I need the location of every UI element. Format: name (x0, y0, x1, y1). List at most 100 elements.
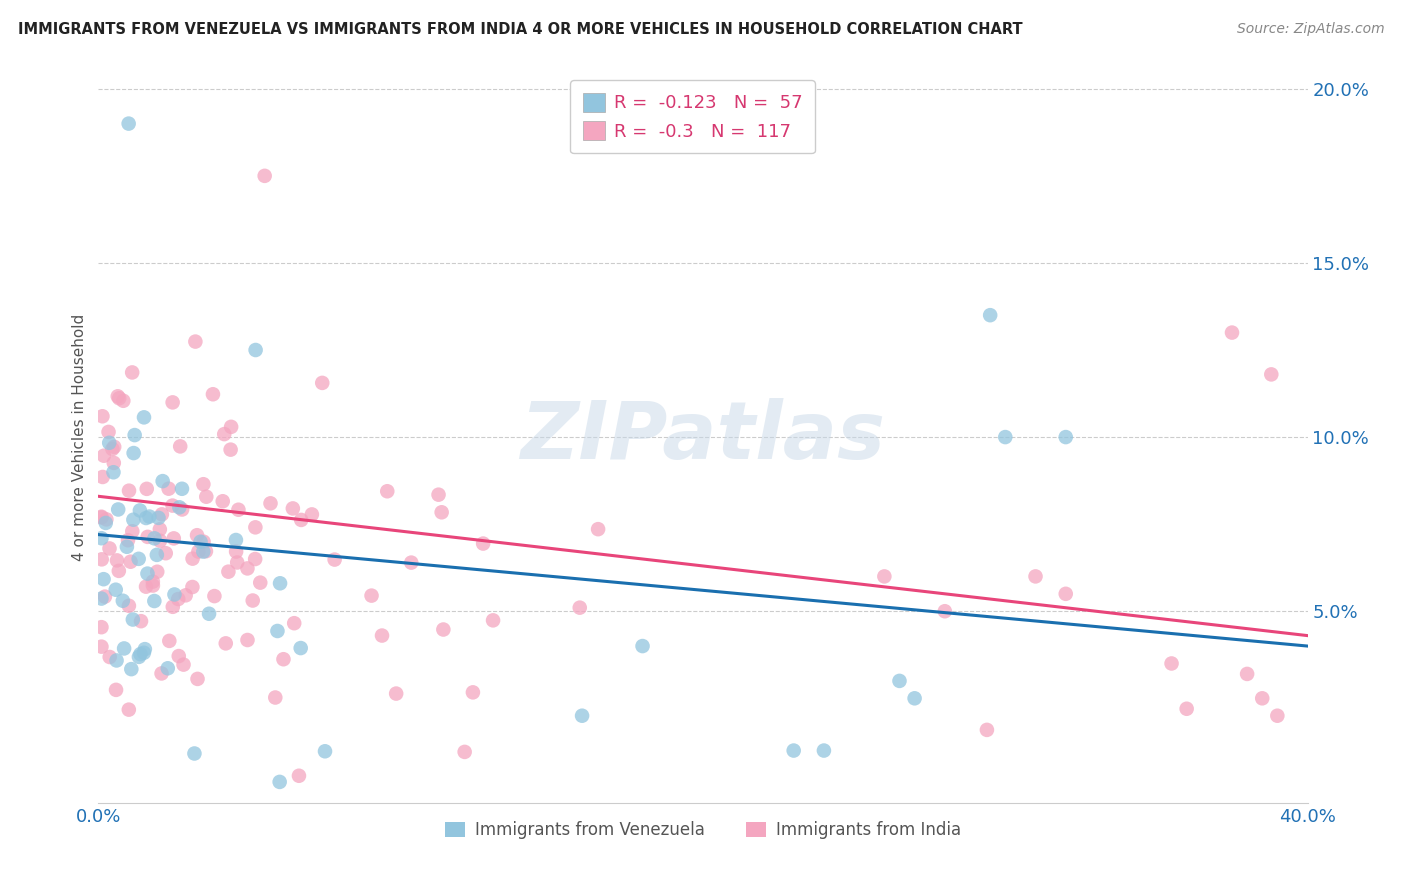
Immigrants from Venezuela (148, 511, 170, 525)
Immigrants from India (136, 530, 159, 544)
Immigrants from India (226, 556, 249, 570)
Immigrants from India (186, 528, 208, 542)
Immigrants from India (98, 650, 121, 665)
Immigrants from India (167, 649, 190, 664)
Immigrants from India (1024, 569, 1046, 583)
Immigrants from India (91, 409, 114, 424)
Immigrants from Venezuela (979, 308, 1001, 322)
Immigrants from India (162, 499, 184, 513)
Immigrants from Venezuela (889, 673, 911, 688)
Immigrants from India (461, 685, 484, 699)
Immigrants from Venezuela (98, 435, 121, 450)
Immigrants from Venezuela (136, 566, 159, 581)
Immigrants from India (117, 533, 139, 548)
Text: Source: ZipAtlas.com: Source: ZipAtlas.com (1237, 22, 1385, 37)
Immigrants from Venezuela (813, 743, 835, 757)
Immigrants from India (120, 555, 142, 569)
Immigrants from India (1267, 708, 1289, 723)
Immigrants from India (427, 488, 450, 502)
Immigrants from Venezuela (121, 613, 143, 627)
Immigrants from India (121, 524, 143, 539)
Immigrants from Venezuela (128, 551, 150, 566)
Immigrants from Venezuela (152, 474, 174, 488)
Immigrants from Venezuela (193, 544, 215, 558)
Immigrants from Venezuela (105, 653, 128, 667)
Immigrants from India (290, 513, 312, 527)
Immigrants from India (193, 534, 215, 549)
Immigrants from India (360, 589, 382, 603)
Immigrants from Venezuela (107, 502, 129, 516)
Immigrants from India (142, 574, 165, 589)
Immigrants from India (1054, 587, 1077, 601)
Immigrants from Venezuela (163, 587, 186, 601)
Immigrants from India (181, 551, 204, 566)
Immigrants from India (173, 657, 195, 672)
Immigrants from Venezuela (245, 343, 267, 357)
Immigrants from Venezuela (225, 533, 247, 547)
Immigrants from India (323, 552, 346, 566)
Immigrants from India (401, 556, 423, 570)
Immigrants from India (90, 640, 112, 654)
Immigrants from Venezuela (132, 646, 155, 660)
Immigrants from Venezuela (124, 428, 146, 442)
Immigrants from India (204, 589, 226, 603)
Immigrants from Venezuela (904, 691, 927, 706)
Immigrants from India (219, 420, 242, 434)
Immigrants from India (211, 494, 233, 508)
Immigrants from India (108, 564, 131, 578)
Immigrants from India (236, 632, 259, 647)
Immigrants from Venezuela (103, 465, 125, 479)
Immigrants from India (212, 427, 235, 442)
Immigrants from India (101, 442, 124, 456)
Immigrants from Venezuela (93, 572, 115, 586)
Immigrants from India (1251, 691, 1274, 706)
Immigrants from India (94, 590, 117, 604)
Immigrants from India (243, 552, 266, 566)
Immigrants from India (371, 629, 394, 643)
Immigrants from India (873, 569, 896, 583)
Immigrants from Venezuela (170, 482, 193, 496)
Immigrants from India (174, 588, 197, 602)
Immigrants from India (1236, 667, 1258, 681)
Immigrants from Venezuela (290, 641, 312, 656)
Immigrants from India (162, 395, 184, 409)
Immigrants from Venezuela (314, 744, 336, 758)
Immigrants from India (472, 536, 495, 550)
Immigrants from India (375, 484, 398, 499)
Immigrants from Venezuela (138, 509, 160, 524)
Immigrants from India (142, 578, 165, 592)
Immigrants from Venezuela (90, 531, 112, 545)
Immigrants from India (1175, 702, 1198, 716)
Immigrants from India (112, 393, 135, 408)
Immigrants from India (90, 510, 112, 524)
Immigrants from Venezuela (169, 500, 191, 515)
Immigrants from India (273, 652, 295, 666)
Immigrants from Venezuela (129, 647, 152, 661)
Immigrants from India (259, 496, 281, 510)
Immigrants from Venezuela (118, 117, 141, 131)
Immigrants from Venezuela (94, 516, 117, 530)
Immigrants from Venezuela (128, 503, 150, 517)
Immigrants from India (301, 508, 323, 522)
Immigrants from Venezuela (190, 534, 212, 549)
Immigrants from India (97, 425, 120, 439)
Immigrants from India (283, 616, 305, 631)
Immigrants from India (193, 477, 215, 491)
Text: IMMIGRANTS FROM VENEZUELA VS IMMIGRANTS FROM INDIA 4 OR MORE VEHICLES IN HOUSEHO: IMMIGRANTS FROM VENEZUELA VS IMMIGRANTS … (18, 22, 1024, 37)
Immigrants from India (482, 613, 505, 627)
Immigrants from India (249, 575, 271, 590)
Immigrants from India (118, 703, 141, 717)
Immigrants from India (169, 439, 191, 453)
Immigrants from Venezuela (90, 591, 112, 606)
Immigrants from India (150, 666, 173, 681)
Immigrants from Venezuela (183, 747, 205, 761)
Immigrants from India (157, 633, 180, 648)
Immigrants from India (586, 522, 609, 536)
Immigrants from India (149, 533, 172, 548)
Immigrants from India (162, 599, 184, 614)
Immigrants from India (90, 509, 112, 524)
Immigrants from Venezuela (269, 775, 291, 789)
Immigrants from Venezuela (143, 594, 166, 608)
Immigrants from India (167, 592, 190, 607)
Immigrants from Venezuela (198, 607, 221, 621)
